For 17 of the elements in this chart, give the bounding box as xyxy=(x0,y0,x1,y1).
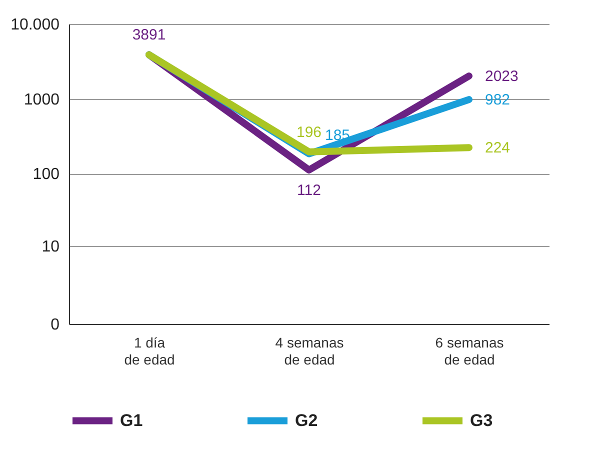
data-label: 982 xyxy=(485,92,510,109)
legend-label: G1 xyxy=(120,410,143,430)
data-label: 196 xyxy=(296,124,322,141)
y-tick-label: 100 xyxy=(32,166,60,184)
y-tick-label: 10 xyxy=(42,238,60,256)
x-tick-label: 1 día de edad xyxy=(124,334,175,368)
data-label: 2023 xyxy=(485,68,518,86)
x-tick-label: 4 semanas de edad xyxy=(275,334,344,368)
data-label: 3891 xyxy=(132,26,166,44)
legend-label: G3 xyxy=(470,410,493,430)
y-tick-label: 1000 xyxy=(24,91,60,108)
y-tick-label: 10.000 xyxy=(10,16,60,34)
legend-label: G2 xyxy=(295,410,318,430)
data-label: 224 xyxy=(485,140,510,157)
y-tick-label: 0 xyxy=(50,316,60,334)
data-label: 112 xyxy=(297,182,321,200)
x-tick-label: 6 semanas de edad xyxy=(435,334,504,368)
